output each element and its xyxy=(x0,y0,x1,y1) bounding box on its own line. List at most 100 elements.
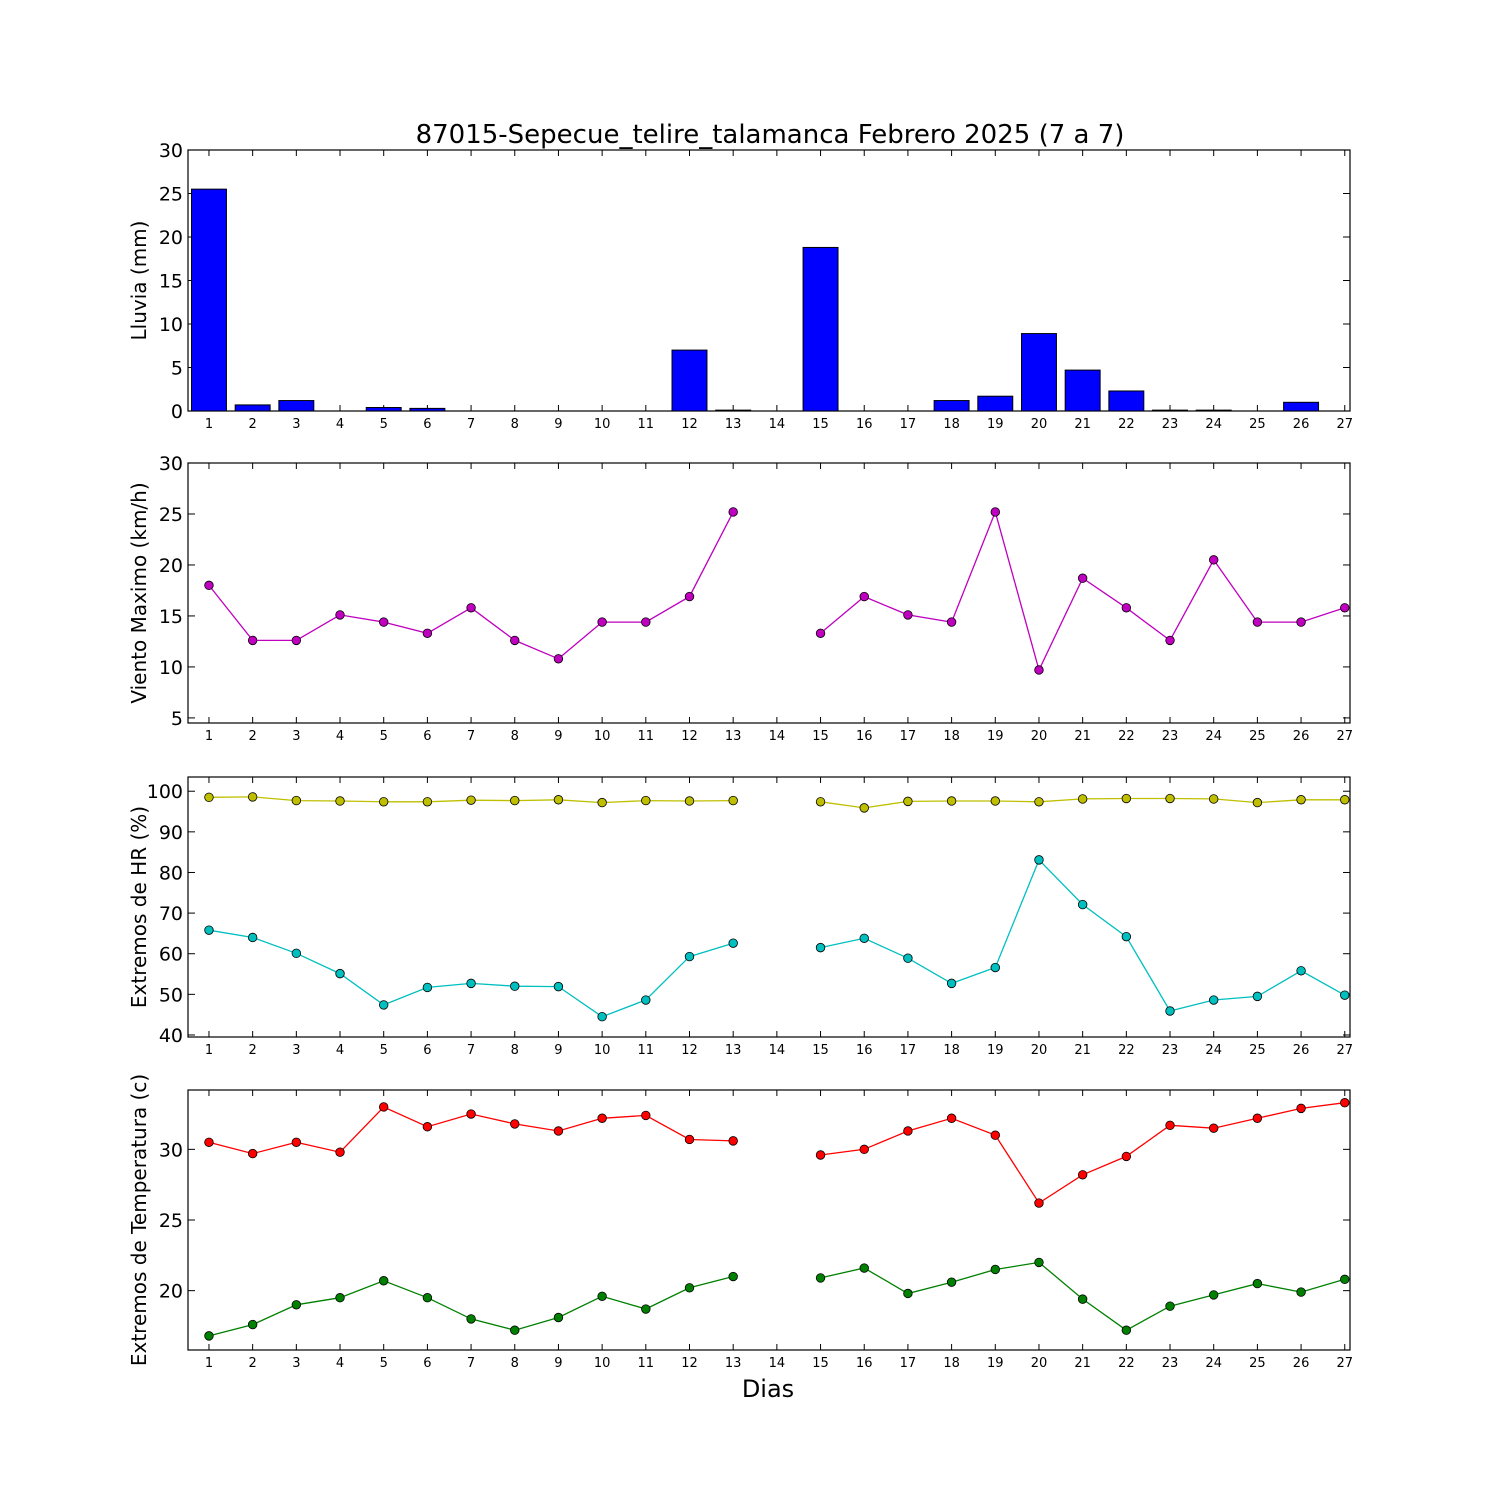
x-tick-label: 2 xyxy=(249,417,257,432)
x-tick-label: 27 xyxy=(1336,1043,1353,1058)
y-tick-label: 25 xyxy=(159,184,183,206)
x-tick-label: 21 xyxy=(1074,729,1091,744)
data-point xyxy=(335,796,345,806)
data-point xyxy=(510,635,520,646)
data-point xyxy=(1077,1294,1088,1304)
data-point xyxy=(903,796,913,807)
x-tick-label: 13 xyxy=(725,417,742,432)
data-point xyxy=(204,925,214,935)
x-tick-label: 22 xyxy=(1118,729,1135,744)
data-point xyxy=(335,1293,345,1303)
x-tick-label: 5 xyxy=(380,417,388,432)
y-tick-label: 20 xyxy=(159,227,183,249)
x-tick-label: 17 xyxy=(900,417,917,432)
x-tick-label: 10 xyxy=(594,729,611,744)
data-point xyxy=(990,1264,1000,1275)
x-tick-label: 18 xyxy=(943,729,960,744)
x-tick-label: 18 xyxy=(943,1356,960,1371)
bar xyxy=(234,404,271,412)
x-tick-label: 23 xyxy=(1162,1356,1179,1371)
x-tick-label: 11 xyxy=(638,1356,655,1371)
y-tick-label: 15 xyxy=(159,271,183,293)
x-tick-label: 1 xyxy=(205,1356,213,1371)
x-tick-label: 24 xyxy=(1205,417,1222,432)
x-tick-label: 1 xyxy=(205,1043,213,1058)
x-tick-label: 13 xyxy=(725,729,742,744)
data-point xyxy=(1209,1290,1219,1300)
data-point xyxy=(1296,966,1306,976)
x-tick-label: 12 xyxy=(681,729,698,744)
data-point xyxy=(684,591,695,602)
data-point xyxy=(335,968,345,979)
data-point xyxy=(422,1293,433,1303)
y-tick-label: 25 xyxy=(159,504,183,526)
data-point xyxy=(510,981,520,991)
data-point xyxy=(597,1113,607,1123)
bar xyxy=(1108,390,1145,412)
x-tick-label: 6 xyxy=(423,729,431,744)
x-tick-label: 25 xyxy=(1249,417,1266,432)
data-point xyxy=(684,1283,695,1293)
x-tick-label: 16 xyxy=(856,1043,873,1058)
y-axis-label: Lluvia (mm) xyxy=(127,221,151,341)
data-point xyxy=(1209,794,1219,804)
x-tick-label: 18 xyxy=(943,1043,960,1058)
data-point xyxy=(1034,797,1044,807)
x-tick-label: 22 xyxy=(1118,1356,1135,1371)
x-tick-label: 25 xyxy=(1249,729,1266,744)
data-point xyxy=(291,635,302,646)
data-point xyxy=(553,795,564,805)
data-point xyxy=(1034,855,1044,865)
x-tick-label: 3 xyxy=(292,417,300,432)
data-point xyxy=(728,938,738,948)
x-tick-label: 5 xyxy=(380,1356,388,1371)
x-tick-label: 8 xyxy=(511,1043,519,1058)
x-tick-label: 24 xyxy=(1205,1043,1222,1058)
data-point xyxy=(466,978,476,989)
data-point xyxy=(379,617,389,627)
x-tick-label: 26 xyxy=(1293,729,1310,744)
x-tick-label: 27 xyxy=(1336,729,1353,744)
data-point xyxy=(1165,1301,1175,1311)
data-point xyxy=(1340,990,1350,1000)
data-point xyxy=(1252,991,1263,1002)
data-point xyxy=(510,1325,520,1335)
x-tick-label: 5 xyxy=(380,729,388,744)
y-tick-label: 10 xyxy=(159,657,183,679)
x-tick-label: 27 xyxy=(1336,1356,1353,1371)
data-point xyxy=(1340,603,1350,613)
x-tick-label: 2 xyxy=(249,729,257,744)
data-point xyxy=(291,795,302,806)
data-point xyxy=(1165,635,1175,646)
x-tick-label: 20 xyxy=(1031,417,1048,432)
y-tick-label: 20 xyxy=(159,555,183,577)
data-point xyxy=(379,1102,389,1112)
data-point xyxy=(1121,931,1132,942)
data-point xyxy=(597,617,607,627)
x-tick-label: 10 xyxy=(594,417,611,432)
data-point xyxy=(204,1331,214,1341)
x-tick-label: 15 xyxy=(812,1356,829,1371)
data-point xyxy=(990,962,1000,973)
x-tick-label: 24 xyxy=(1205,1356,1222,1371)
data-point xyxy=(204,1137,214,1147)
x-tick-label: 1 xyxy=(205,417,213,432)
data-point xyxy=(597,1291,607,1302)
x-tick-label: 11 xyxy=(638,417,655,432)
y-tick-label: 40 xyxy=(159,1025,183,1047)
data-point xyxy=(859,1144,869,1155)
bar xyxy=(1064,369,1101,412)
x-tick-label: 14 xyxy=(769,1043,786,1058)
x-tick-label: 10 xyxy=(594,1356,611,1371)
y-tick-label: 50 xyxy=(159,984,183,1006)
data-point xyxy=(1209,995,1219,1005)
y-tick-label: 15 xyxy=(159,606,183,628)
x-tick-label: 3 xyxy=(292,729,300,744)
x-tick-label: 8 xyxy=(511,729,519,744)
data-point xyxy=(1165,1120,1175,1131)
data-point xyxy=(946,978,957,989)
data-point xyxy=(946,617,957,627)
